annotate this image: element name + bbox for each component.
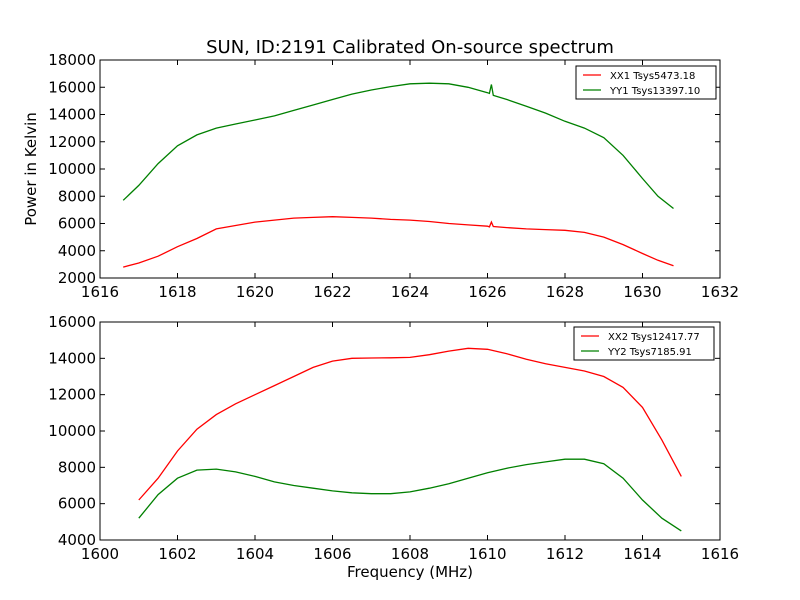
legend-label-1: XX1 Tsys5473.18 xyxy=(610,71,695,82)
x-tick-label: 1628 xyxy=(546,283,584,301)
y-tick-label: 8000 xyxy=(58,458,96,476)
x-tick-label: 1618 xyxy=(158,283,196,301)
series-line-1 xyxy=(123,216,674,268)
x-tick-label: 1626 xyxy=(468,283,506,301)
series-line-1 xyxy=(138,347,682,501)
y-tick-label: 2000 xyxy=(58,269,96,287)
y-tick-label: 6000 xyxy=(58,495,96,513)
x-tick-label: 1600 xyxy=(81,545,119,563)
legend-box xyxy=(573,326,715,361)
y-tick-label: 16000 xyxy=(48,313,96,331)
chart-title: SUN, ID:2191 Calibrated On-source spectr… xyxy=(206,37,614,58)
x-tick-label: 1624 xyxy=(391,283,429,301)
x-tick-label: 1622 xyxy=(313,283,351,301)
y-tick-label: 16000 xyxy=(48,78,96,96)
legend: XX1 Tsys5473.18 YY1 Tsys13397.10 xyxy=(575,65,717,100)
legend-label-2: YY1 Tsys13397.10 xyxy=(609,86,700,97)
x-tick-label: 1604 xyxy=(236,545,274,563)
x-tick-label: 1630 xyxy=(623,283,661,301)
y-tick-label: 18000 xyxy=(48,51,96,69)
x-axis-label: Frequency (MHz) xyxy=(347,563,473,581)
legend: XX2 Tsys12417.77 YY2 Tsys7185.91 xyxy=(573,326,715,361)
y-axis-label: Power in Kelvin xyxy=(22,112,40,226)
x-tick-label: 1602 xyxy=(158,545,196,563)
x-tick-label: 1610 xyxy=(468,545,506,563)
y-tick-label: 4000 xyxy=(58,531,96,549)
x-tick-label: 1632 xyxy=(701,283,739,301)
x-tick-label: 1616 xyxy=(701,545,739,563)
y-tick-label: 4000 xyxy=(58,242,96,260)
x-tick-label: 1608 xyxy=(391,545,429,563)
y-tick-label: 12000 xyxy=(48,133,96,151)
chart-layer: 1616 1618 1620 1622 1624 1626 1628 1630 1632 2000… xyxy=(22,37,739,581)
x-tick-label: 1612 xyxy=(546,545,584,563)
y-tick-label: 10000 xyxy=(48,160,96,178)
y-tick-label: 12000 xyxy=(48,386,96,404)
legend-label-2: YY2 Tsys7185.91 xyxy=(607,347,692,358)
series-line-2 xyxy=(138,458,682,532)
y-tick-label: 8000 xyxy=(58,187,96,205)
legend-box xyxy=(575,65,717,100)
chart-1: 1616 1618 1620 1622 1624 1626 1628 1630 1632 2000… xyxy=(22,37,739,301)
x-tick-label: 1614 xyxy=(623,545,661,563)
x-tick-label: 1606 xyxy=(313,545,351,563)
y-tick-label: 10000 xyxy=(48,422,96,440)
chart-2: 1600 1602 1604 1606 1608 1610 1612 1614 1616 4000… xyxy=(48,313,739,581)
y-tick-label: 14000 xyxy=(48,106,96,124)
y-tick-label: 14000 xyxy=(48,349,96,367)
legend-label-1: XX2 Tsys12417.77 xyxy=(608,332,700,343)
series-line-2 xyxy=(122,82,674,210)
x-tick-label: 1616 xyxy=(81,283,119,301)
y-tick-label: 6000 xyxy=(58,215,96,233)
x-tick-label: 1620 xyxy=(236,283,274,301)
